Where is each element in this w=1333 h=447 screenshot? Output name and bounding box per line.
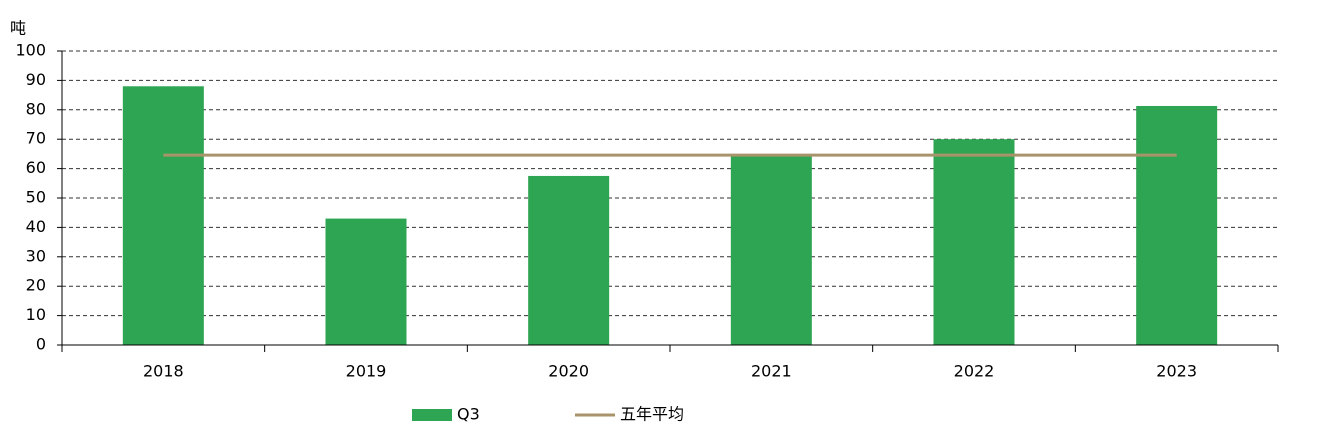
x-tick-label: 2018	[143, 362, 184, 381]
y-tick-label: 60	[26, 158, 46, 177]
y-tick-label: 80	[26, 99, 46, 118]
y-tick-label: 40	[26, 217, 46, 236]
y-tick-label: 30	[26, 246, 46, 265]
x-tick-label: 2022	[954, 362, 995, 381]
bar	[1136, 105, 1218, 345]
legend-swatch	[412, 409, 452, 421]
y-tick-label: 50	[26, 188, 46, 207]
bar	[730, 155, 812, 345]
y-axis-label: 吨	[10, 19, 26, 38]
bar	[933, 139, 1015, 345]
bar	[325, 218, 407, 345]
y-tick-label: 100	[15, 41, 46, 60]
y-tick-label: 0	[36, 335, 46, 354]
bar	[122, 86, 204, 345]
y-tick-label: 10	[26, 305, 46, 324]
x-tick-label: 2023	[1156, 362, 1197, 381]
legend-label: Q3	[457, 405, 480, 424]
y-tick-label: 90	[26, 70, 46, 89]
bar	[528, 175, 610, 345]
x-tick-label: 2019	[346, 362, 387, 381]
y-tick-label: 20	[26, 276, 46, 295]
y-tick-label: 70	[26, 129, 46, 148]
x-tick-label: 2020	[548, 362, 589, 381]
legend-label: 五年平均	[620, 405, 684, 424]
x-tick-label: 2021	[751, 362, 792, 381]
